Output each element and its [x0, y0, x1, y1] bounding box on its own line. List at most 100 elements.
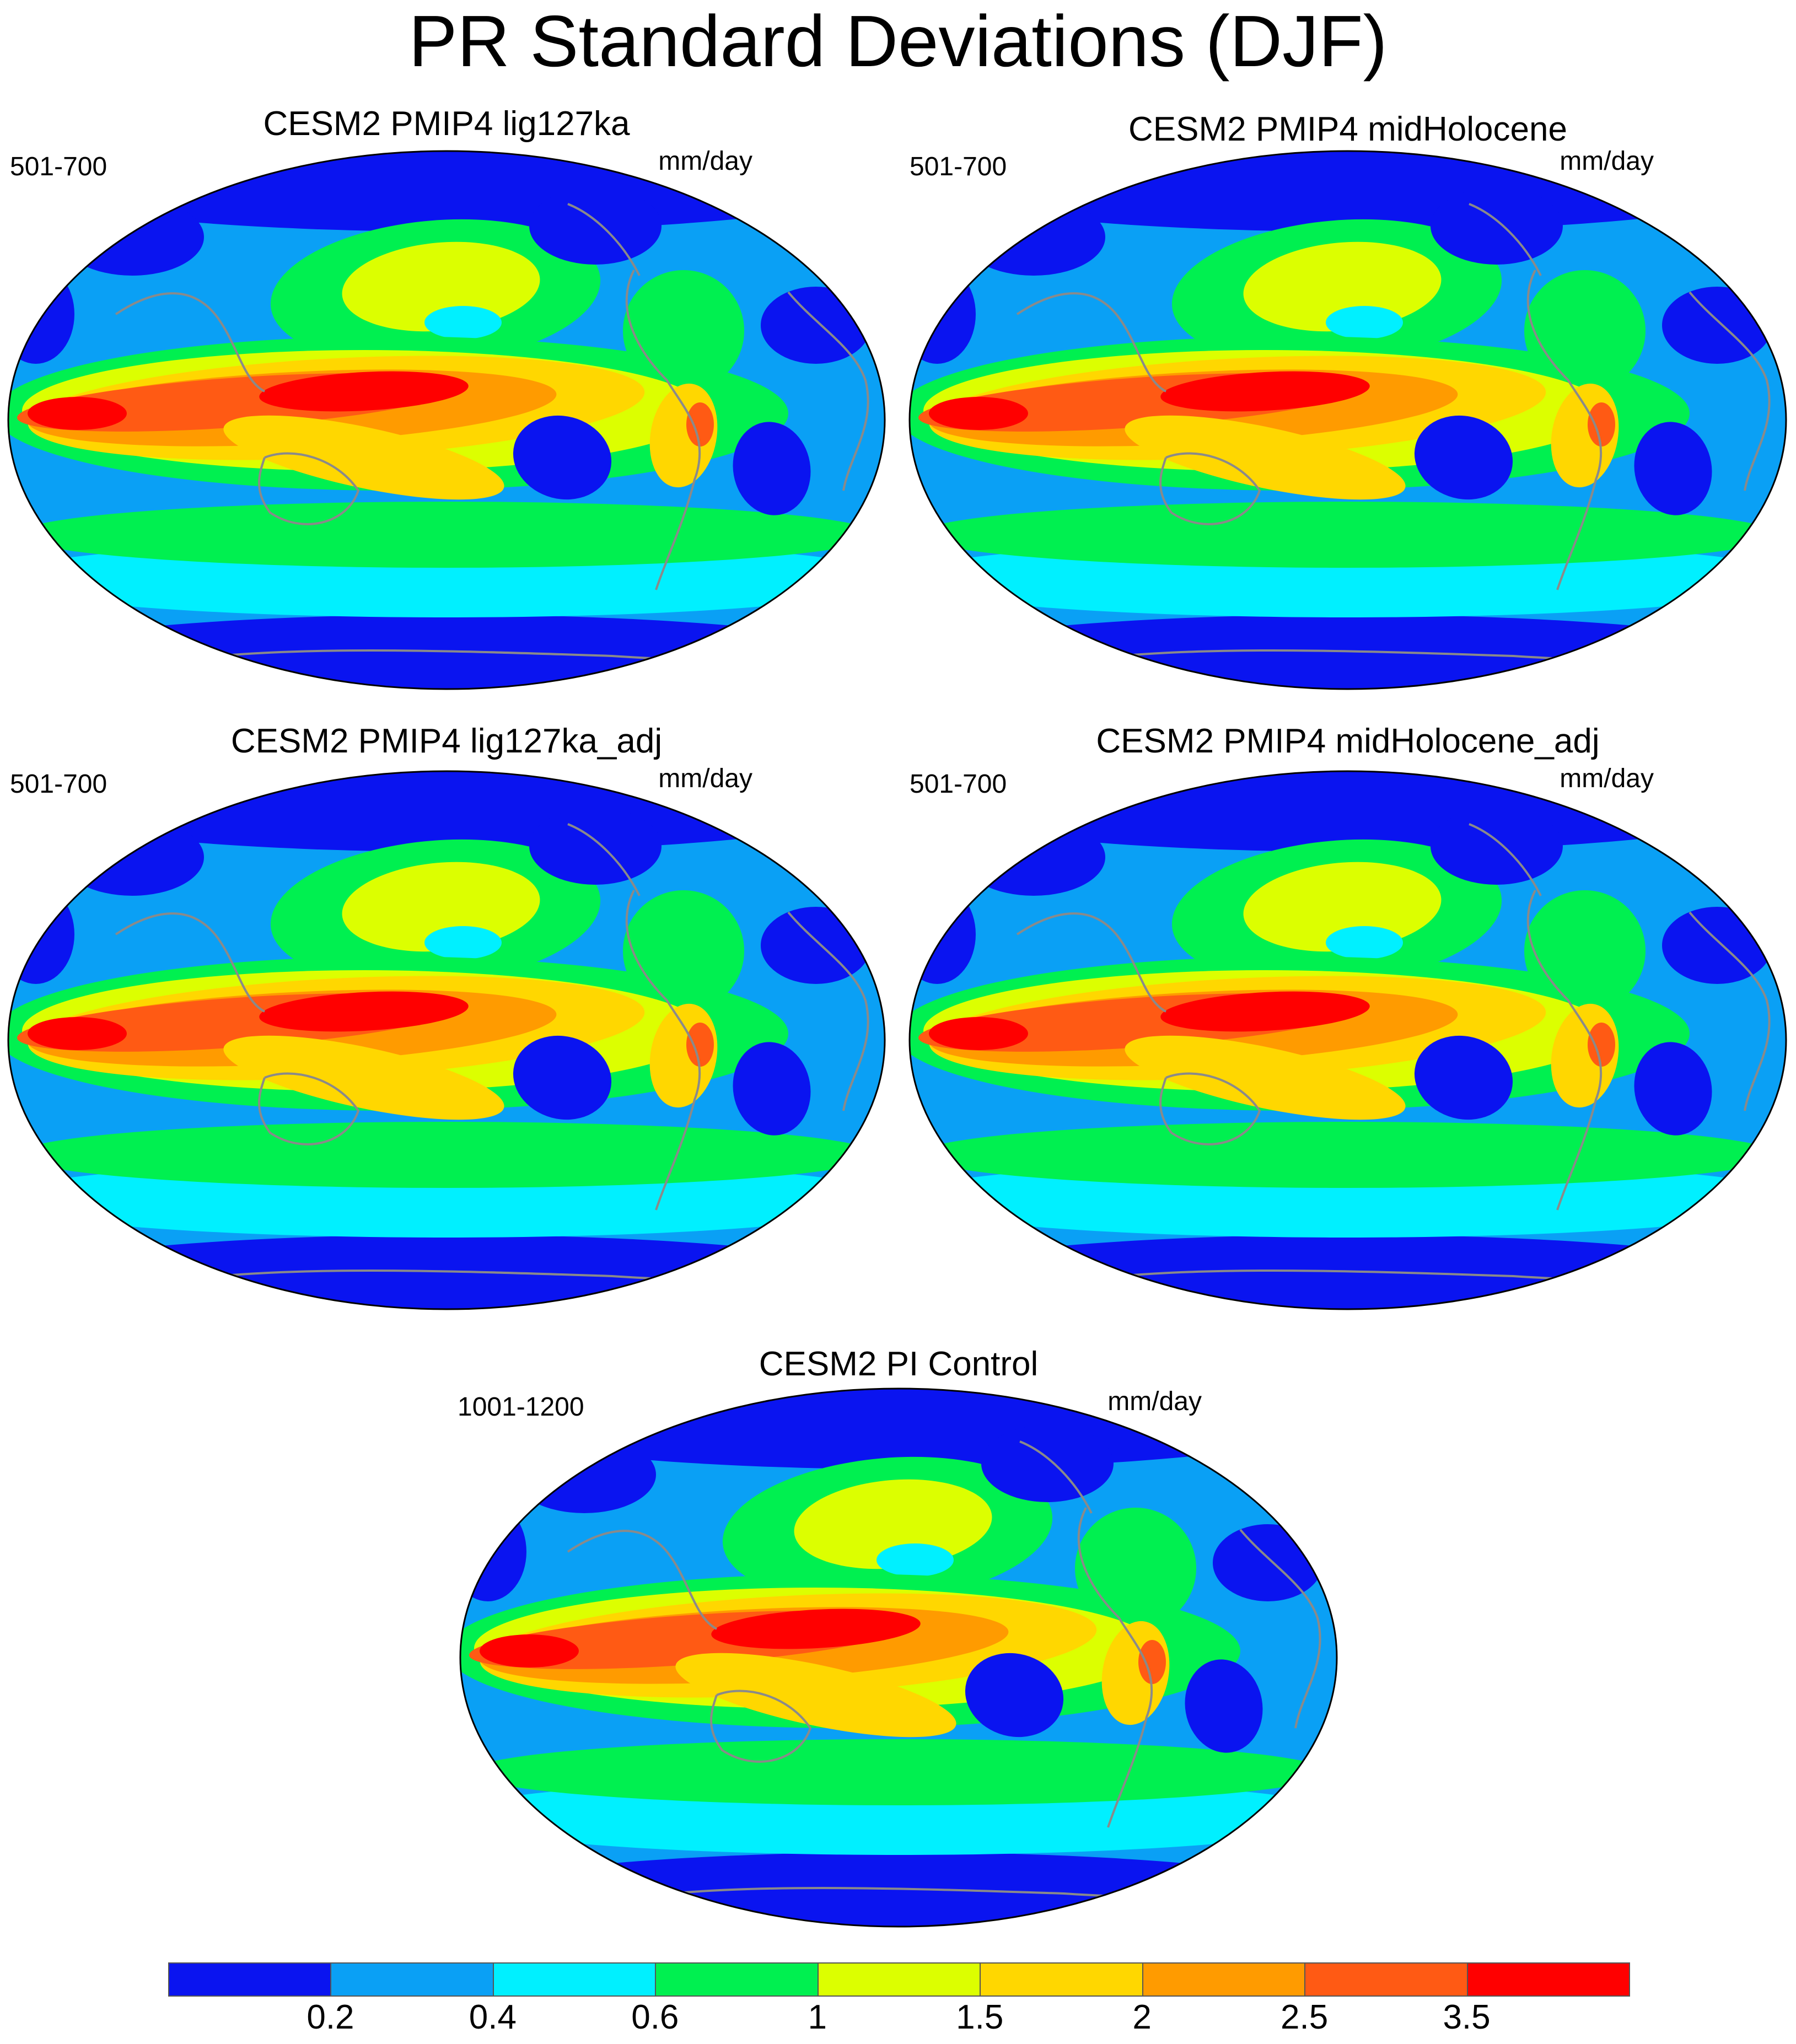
north-pacific-dry	[424, 926, 502, 959]
colorbar-box	[330, 1962, 494, 1997]
map-outline	[908, 150, 1787, 690]
itcz-west-pacific-peak	[259, 371, 469, 412]
coastline	[1526, 270, 1603, 590]
coastline	[625, 270, 701, 590]
amazon-peak	[686, 1023, 714, 1067]
colorbar-box	[1142, 1962, 1306, 1997]
panel-years: 1001-1200	[458, 1392, 584, 1422]
southeast-pacific-dry	[513, 415, 612, 500]
coastline	[787, 911, 869, 1111]
colorbar-tick-label: 0.6	[631, 1998, 679, 2036]
panel-units: mm/day	[1107, 1387, 1202, 1416]
north-pacific-core	[794, 1479, 992, 1569]
coastline	[787, 291, 869, 491]
main-title: PR Standard Deviations (DJF)	[408, 1, 1388, 82]
map-outline	[7, 150, 886, 690]
coastline	[258, 1072, 360, 1145]
panel-units: mm/day	[658, 147, 752, 176]
amazon-peak	[1138, 1640, 1166, 1684]
southeast-pacific-dry	[1414, 415, 1513, 500]
map-panel	[459, 1387, 1338, 1928]
spcz	[675, 1653, 956, 1738]
map-outline	[7, 770, 886, 1310]
panel-years: 501-700	[10, 152, 107, 181]
siberia-low	[61, 198, 204, 276]
subtropical-south	[17, 502, 877, 568]
panel-units: mm/day	[1560, 147, 1654, 176]
spcz	[1125, 415, 1406, 500]
subtropical-south	[918, 502, 1778, 568]
coastline	[710, 1690, 812, 1763]
colorbar-box	[980, 1962, 1143, 1997]
indian-ocean-peak	[929, 1017, 1028, 1050]
coastline	[1469, 823, 1542, 896]
panel-title: CESM2 PMIP4 midHolocene	[1128, 110, 1567, 148]
arctic-low	[8, 771, 885, 852]
arctic-low	[910, 771, 1786, 852]
southeast-pacific-dry	[513, 1035, 612, 1120]
canada-low	[529, 187, 662, 265]
amazon-peak	[1588, 402, 1615, 447]
siberia-low	[962, 198, 1105, 276]
canada-low	[529, 808, 662, 885]
siberia-low	[513, 1436, 656, 1513]
north-pacific-dry	[424, 306, 502, 339]
map-panel	[7, 770, 886, 1310]
coastline	[1689, 291, 1771, 491]
north-pacific-core	[342, 862, 540, 952]
indian-ocean-peak	[929, 397, 1028, 430]
north-pacific-dry	[1326, 926, 1403, 959]
southeast-pacific-dry	[1414, 1035, 1513, 1120]
colorbar-box	[655, 1962, 819, 1997]
coastline	[1077, 1507, 1153, 1828]
colorbar-box	[492, 1962, 657, 1997]
south-atlantic-dry	[733, 422, 811, 515]
coastline	[1016, 292, 1166, 392]
coastline	[567, 823, 641, 896]
subtropical-south	[469, 1739, 1329, 1805]
canada-low	[1431, 187, 1563, 265]
canada-low	[981, 1425, 1114, 1502]
itcz-west-pacific-peak	[711, 1609, 921, 1649]
south-atlantic-dry	[1634, 1042, 1712, 1136]
antarctic-low	[910, 615, 1786, 689]
panel-title: CESM2 PMIP4 lig127ka_adj	[230, 722, 663, 760]
spcz	[223, 415, 504, 500]
panel-years: 501-700	[910, 770, 1007, 799]
map-outline	[459, 1387, 1338, 1928]
north-africa-dry	[761, 287, 871, 364]
colorbar-box	[168, 1962, 332, 1997]
itcz-west-pacific-peak	[1160, 371, 1370, 412]
itcz-west-pacific-peak	[259, 991, 469, 1032]
antarctic-low	[910, 1235, 1786, 1309]
north-africa-dry	[1662, 287, 1772, 364]
north-africa-dry	[761, 907, 871, 984]
coastline	[1159, 1072, 1261, 1145]
north-pacific-core	[342, 241, 540, 332]
antarctic-low	[8, 1235, 885, 1309]
south-atlantic-dry	[733, 1042, 811, 1136]
antarctic-low	[8, 615, 885, 689]
panel-title: CESM2 PMIP4 midHolocene_adj	[1096, 722, 1600, 760]
colorbar-box	[1466, 1962, 1630, 1997]
panel-title: CESM2 PMIP4 lig127ka	[263, 105, 630, 143]
panel-title: CESM2 PI Control	[759, 1345, 1039, 1383]
colorbar-tick-label: 1	[808, 1998, 827, 2036]
indian-ocean-peak	[28, 1017, 127, 1050]
map-panel	[908, 150, 1787, 690]
southeast-pacific-dry	[965, 1653, 1064, 1738]
panel-years: 501-700	[910, 152, 1007, 181]
south-atlantic-dry	[1185, 1659, 1263, 1753]
coastline	[115, 292, 265, 392]
coastline	[1469, 203, 1542, 276]
north-pacific-dry	[1326, 306, 1403, 339]
map-panel	[7, 150, 886, 690]
coastline	[1019, 1440, 1093, 1514]
colorbar-box	[817, 1962, 981, 1997]
canada-low	[1431, 808, 1563, 885]
coastline	[115, 912, 265, 1013]
arctic-low	[910, 151, 1786, 232]
antarctic-low	[460, 1852, 1337, 1927]
spcz	[223, 1035, 504, 1120]
colorbar-tick-label: 0.4	[469, 1998, 517, 2036]
